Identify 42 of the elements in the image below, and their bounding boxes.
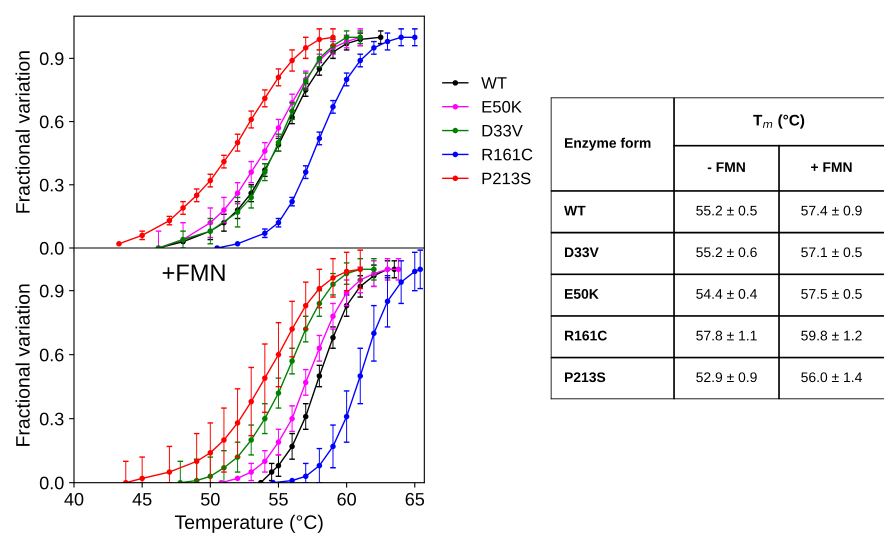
category-label: D33V [564,247,599,258]
annotation: +FMN [162,264,225,281]
x-axis-title: Temperature (°C) [174,514,323,533]
y-tick-label: 0.3 [40,178,64,192]
category-label: + FMN [811,162,852,172]
category-label: R161C [564,330,607,340]
text: 57.5 ± 0.5 [801,289,862,299]
y-tick-label: 0.9 [40,284,64,298]
text: 57.8 ± 1.1 [696,330,757,340]
text: 54.4 ± 0.4 [696,289,757,299]
legend-label: D33V [482,124,523,137]
y-tick-label: 0.6 [40,348,64,362]
y-tick-label: 0.0 [40,476,64,490]
text: 57.4 ± 0.9 [801,206,862,216]
text: 59.8 ± 1.2 [801,330,862,340]
y-tick-label: 0.9 [40,52,64,66]
x-tick-label: 65 [406,492,424,506]
legend-label: R161C [482,148,532,160]
y-tick-label: 0.3 [40,412,64,426]
text: 55.2 ± 0.6 [696,247,757,258]
legend-label: WT [481,77,507,89]
y-tick-label: 0.6 [40,116,64,128]
text: Enzyme form [564,138,650,151]
x-tick-label: 45 [132,493,152,506]
x-tick-label: 60 [337,492,356,506]
y-axis-title: Fractional variation [15,284,30,446]
text: T$_{m}$ (°C) [753,114,804,129]
category-label: WT [564,206,586,216]
x-tick-label: 50 [200,492,220,506]
x-tick-label: 40 [64,492,84,506]
category-label: P213S [564,372,606,382]
category-label: E50K [564,289,599,299]
x-tick-label: 55 [269,493,288,506]
y-tick-label: 0.0 [40,242,64,255]
category-label: - FMN [708,162,745,172]
text: 52.9 ± 0.9 [696,372,757,382]
legend-label: P213S [482,172,530,184]
legend-label: E50K [482,100,522,113]
text: 57.1 ± 0.5 [801,247,862,258]
text: 55.2 ± 0.5 [696,206,757,216]
y-axis-title: Fractional variation [15,51,30,213]
text: 56.0 ± 1.4 [801,372,862,382]
